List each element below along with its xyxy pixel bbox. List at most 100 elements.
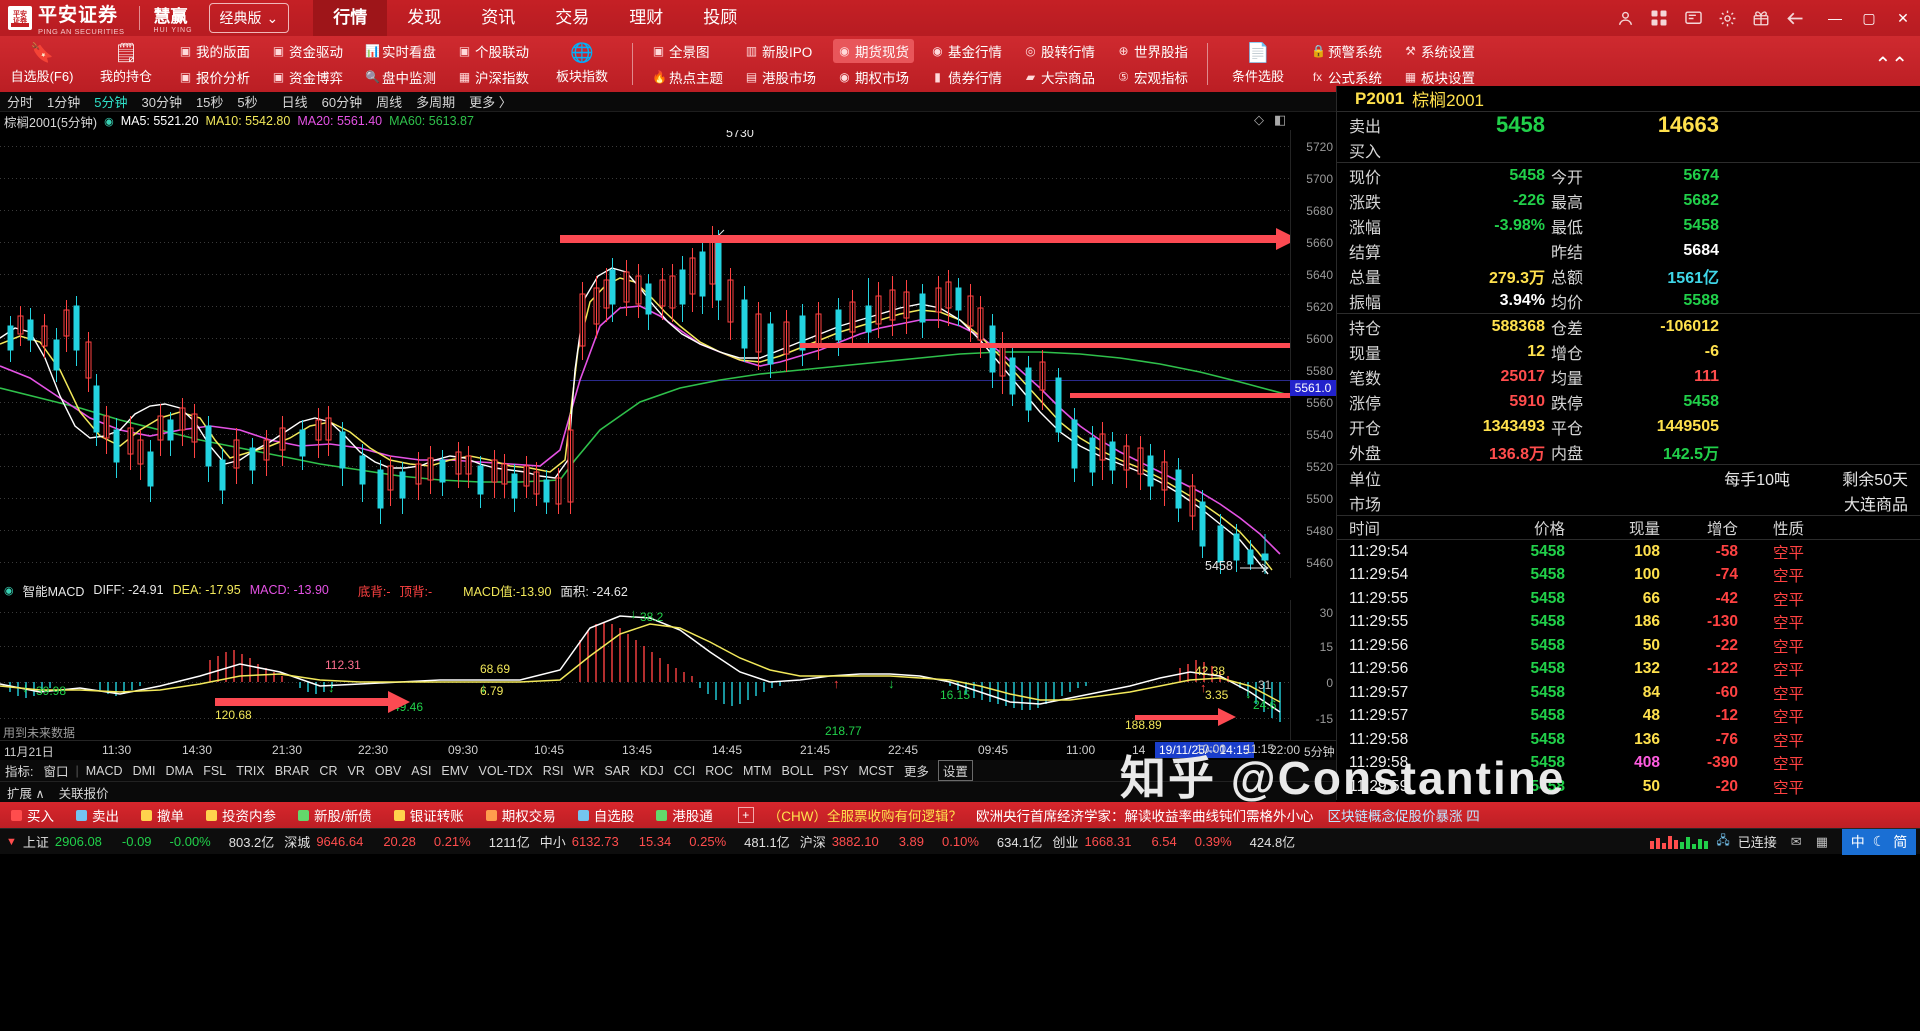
fn-hushenzhishu[interactable]: ▦ 沪深指数 (458, 70, 529, 86)
diamond-icon[interactable]: ◇ (1254, 112, 1264, 127)
fn-yujingxitong[interactable]: 🔒 预警系统 (1311, 44, 1382, 60)
fn-redianzhuti[interactable]: 🔥 热点主题 (652, 70, 723, 86)
ind-roc[interactable]: ROC (705, 763, 734, 778)
ind-psy[interactable]: PSY (823, 763, 849, 778)
index-shenzheng[interactable]: 深城 9646.64 20.28 0.21% 1211亿 (278, 832, 533, 851)
index-chuangye[interactable]: 创业 1668.31 6.54 0.39% 424.8亿 (1046, 832, 1299, 851)
collapse-toolbar-icon[interactable]: ⌃⌃ (1874, 53, 1908, 76)
btn-new-issue[interactable]: 新股/新债 (287, 802, 383, 828)
ind-vr[interactable]: VR (347, 763, 365, 778)
ind-trix[interactable]: TRIX (236, 763, 265, 778)
btn-cancel-order[interactable]: 撤单 (130, 802, 195, 828)
gear-icon[interactable] (1710, 0, 1744, 36)
link-quote-button[interactable]: 关联报价 (58, 786, 109, 801)
grid-icon[interactable] (1642, 0, 1676, 36)
fn-bankuaishezhi[interactable]: ▦ 板块设置 (1404, 70, 1475, 86)
fn-xingu-ipo[interactable]: ▥ 新股IPO (745, 44, 813, 60)
fn-panzhongjiance[interactable]: 🔍 盘中监测 (365, 70, 436, 86)
fn-gegulandong[interactable]: ▣ 个股联动 (458, 44, 529, 60)
price-chart[interactable]: 5730 5458 (0, 130, 1290, 578)
period-5min[interactable]: 5分钟 (94, 95, 128, 110)
fn-guzhuanhangqing[interactable]: ◎ 股转行情 (1025, 44, 1095, 60)
ind-more[interactable]: 更多 (903, 765, 929, 779)
nav-item-zixun[interactable]: 资讯 (481, 8, 516, 27)
user-icon[interactable] (1608, 0, 1642, 36)
fn-wodebanmian[interactable]: ▣ 我的版面 (179, 44, 250, 60)
fn-wodechicang[interactable]: 🗒 我的持仓 (84, 36, 168, 92)
fn-bankuaizhishu[interactable]: 🌐 板块指数 (540, 36, 624, 92)
period-30min[interactable]: 30分钟 (141, 95, 182, 110)
ind-mtm[interactable]: MTM (743, 763, 772, 778)
fn-zhaiquanhangqing[interactable]: ▮ 债券行情 (926, 65, 1007, 89)
period-fenshi[interactable]: 分时 (7, 95, 34, 110)
ind-wr[interactable]: WR (573, 763, 595, 778)
ind-brar[interactable]: BRAR (274, 763, 310, 778)
nav-item-licai[interactable]: 理财 (629, 8, 664, 27)
fn-shishikanpan[interactable]: 📊 实时看盘 (365, 44, 436, 60)
ind-cr[interactable]: CR (319, 763, 338, 778)
ind-fsl[interactable]: FSL (203, 763, 227, 778)
period-1min[interactable]: 1分钟 (47, 95, 81, 110)
ind-macd[interactable]: MACD (85, 763, 123, 778)
ind-sar[interactable]: SAR (604, 763, 631, 778)
btn-invest-info[interactable]: 投资内参 (195, 802, 287, 828)
ind-emv[interactable]: EMV (441, 763, 469, 778)
fn-gongshixitong[interactable]: fx 公式系统 (1312, 70, 1382, 86)
fn-zixuangu[interactable]: 🔖 自选股(F6) (0, 36, 84, 92)
gift-icon[interactable] (1744, 0, 1778, 36)
fn-dazongshangpin[interactable]: ▰ 大宗商品 (1025, 70, 1095, 86)
split-view-icon[interactable]: ◧ (1274, 112, 1287, 127)
ind-cci[interactable]: CCI (673, 763, 696, 778)
period-weekly[interactable]: 周线 (376, 95, 403, 110)
fn-shijieguzhi[interactable]: ⊕ 世界股指 (1118, 44, 1188, 60)
maximize-button[interactable]: ▢ (1862, 9, 1876, 26)
index-shangzheng[interactable]: 上证 2906.08 -0.09 -0.00% 803.2亿 (17, 832, 278, 851)
news-item-2[interactable]: 欧洲央行首席经济学家：解读收益率曲线钝们需格外小心 (976, 809, 1314, 824)
ind-rsi[interactable]: RSI (542, 763, 564, 778)
btn-bank-transfer[interactable]: 银证转账 (383, 802, 475, 828)
btn-buy[interactable]: 买入 (0, 802, 65, 828)
back-arrow-icon[interactable] (1778, 0, 1812, 36)
fn-baojiafenxi[interactable]: ▣ 报价分析 (179, 70, 250, 86)
ind-kdj[interactable]: KDJ (640, 763, 664, 778)
period-60min[interactable]: 60分钟 (321, 95, 363, 110)
ind-settings-button[interactable]: 设置 (937, 760, 973, 781)
mail-icon[interactable]: ✉ (1790, 833, 1802, 849)
fn-xitongshezhi[interactable]: ⚒ 系统设置 (1405, 44, 1475, 60)
fn-zijinboyi[interactable]: ▣ 资金博弈 (272, 70, 343, 86)
fn-quanjingtu[interactable]: ▣ 全景图 (652, 44, 710, 60)
fn-tiaojianxuangu[interactable]: 📄 条件选股 (1216, 36, 1300, 92)
ind-asi[interactable]: ASI (411, 763, 432, 778)
btn-watchlist[interactable]: 自选股 (567, 802, 646, 828)
period-multi[interactable]: 多周期 (416, 95, 456, 110)
period-15sec[interactable]: 15秒 (195, 95, 224, 110)
fn-ganggushichang[interactable]: ▤ 港股市场 (745, 70, 816, 86)
ind-boll[interactable]: BOLL (781, 763, 814, 778)
period-5sec[interactable]: 5秒 (237, 95, 258, 110)
btn-hk-connect[interactable]: 港股通 (645, 802, 724, 828)
ind-vol-tdx[interactable]: VOL-TDX (478, 763, 533, 778)
period-daily[interactable]: 日线 (281, 95, 308, 110)
add-news-icon[interactable]: + (737, 807, 754, 823)
fn-zijinqudong[interactable]: ▣ 资金驱动 (272, 44, 343, 60)
fn-hongguanzhibiao[interactable]: ⑤ 宏观指标 (1118, 70, 1188, 86)
expand-button[interactable]: 扩展 ∧ (7, 786, 45, 801)
btn-option-trade[interactable]: 期权交易 (475, 802, 567, 828)
tick-table-body[interactable]: 11:29:54 5458 108 -58 空平 11:29:54 5458 100 -74 空… (1337, 540, 1920, 846)
btn-sell[interactable]: 卖出 (65, 802, 130, 828)
fn-qihuoxianhuo[interactable]: ◉ 期货现货 (833, 39, 914, 63)
fn-qiquanshichang[interactable]: ◉ 期权市场 (839, 70, 909, 86)
ime-indicator[interactable]: 中 ☾ 简 (1842, 828, 1916, 855)
fn-jijinhangqing[interactable]: ◉ 基金行情 (932, 44, 1002, 60)
nav-item-faxian[interactable]: 发现 (407, 8, 442, 27)
version-selector[interactable]: 经典版 ⌄ (208, 3, 290, 33)
nav-item-jiaoyi[interactable]: 交易 (555, 8, 590, 27)
macd-chart[interactable]: 112.31 68.69 39.98 120.68 49.46 6.79 38.… (0, 600, 1290, 740)
period-more[interactable]: 更多 〉 (469, 95, 512, 110)
news-item-3[interactable]: 区块链概念促股价暴涨 四 (1327, 809, 1480, 824)
index-hushen[interactable]: 沪深 3882.10 3.89 0.10% 634.1亿 (794, 832, 1047, 851)
nav-item-tougu[interactable]: 投顾 (703, 8, 738, 27)
nav-item-hangqing[interactable]: 行情 (313, 0, 388, 36)
news-item-1[interactable]: （CHW）全服票收购有何逻辑？ (767, 809, 963, 824)
ind-mcst[interactable]: MCST (858, 763, 894, 778)
